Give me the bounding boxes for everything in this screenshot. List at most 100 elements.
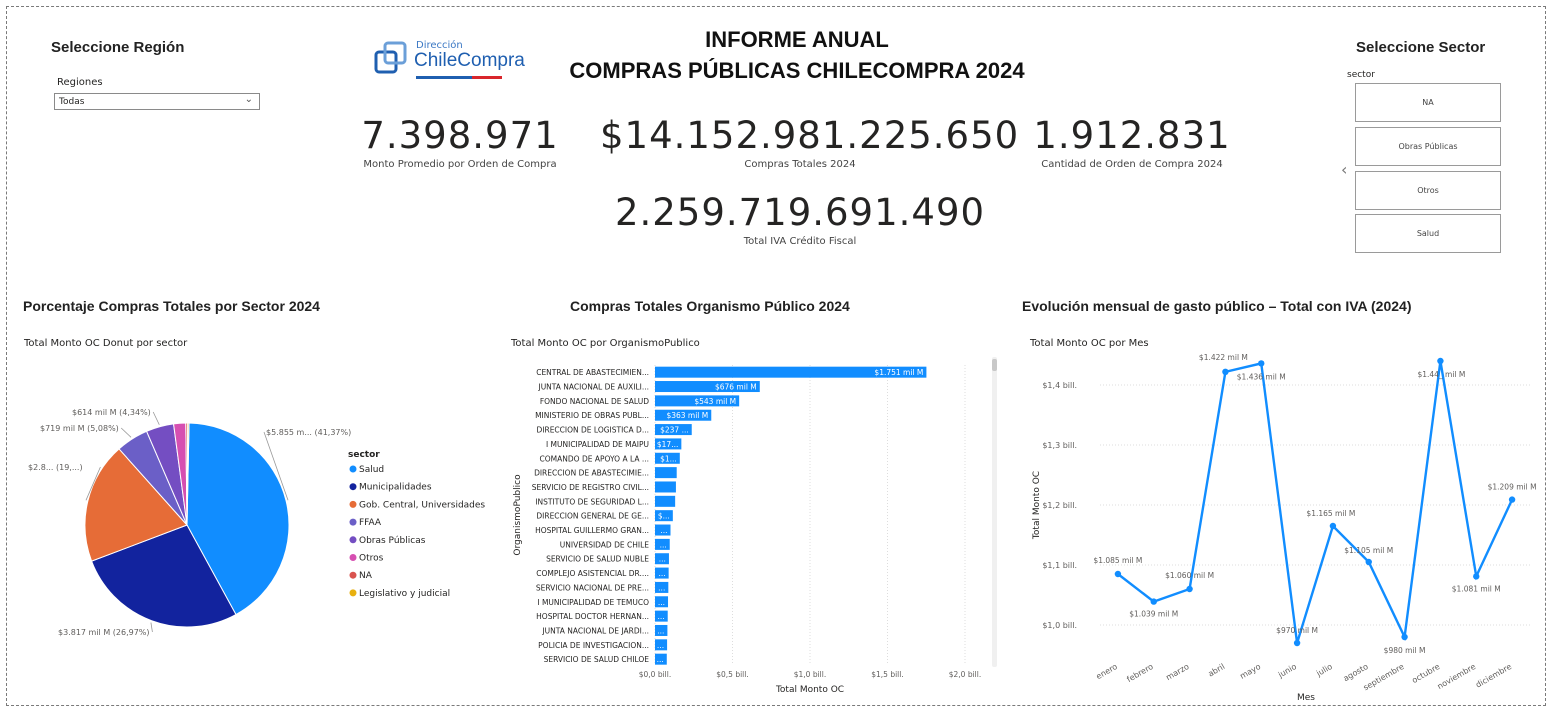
line-x-tick-label: enero bbox=[1095, 662, 1119, 681]
line-point bbox=[1222, 368, 1229, 375]
pie-legend-title: sector bbox=[348, 450, 380, 460]
bar-category-label: SERVICIO NACIONAL DE PRE... bbox=[536, 583, 649, 592]
bar-category-label: COMANDO DE APOYO A LA ... bbox=[540, 454, 649, 463]
pie-slice bbox=[186, 422, 190, 526]
pie-legend-item: Obras Públicas bbox=[359, 536, 426, 546]
bar bbox=[655, 409, 712, 421]
bar-section-title: Compras Totales Organismo Público 2024 bbox=[570, 298, 850, 314]
logo-direccion-text: Dirección bbox=[416, 40, 463, 51]
line-x-tick-label: abril bbox=[1207, 662, 1227, 679]
line-x-tick-label: septiembre bbox=[1362, 662, 1406, 693]
bar-y-axis-title: OrganismoPublico bbox=[513, 474, 523, 556]
bar-category-label: I MUNICIPALIDAD DE MAIPU bbox=[546, 440, 649, 449]
bar bbox=[655, 381, 760, 393]
line-data-label: $980 mil M bbox=[1384, 646, 1426, 655]
bar-x-tick-label: $0,5 bill. bbox=[716, 670, 748, 679]
pie-leader-line bbox=[263, 431, 289, 501]
sector-option-salud[interactable]: Salud bbox=[1355, 214, 1501, 253]
bar bbox=[655, 538, 670, 550]
sector-slicer-label: sector bbox=[1347, 70, 1375, 80]
region-dropdown[interactable]: Todas ⌄ bbox=[54, 93, 260, 110]
line-y-axis-title: Total Monto OC bbox=[1032, 471, 1042, 540]
bar-category-label: MINISTERIO DE OBRAS PUBL... bbox=[535, 411, 649, 420]
bar-x-axis-title: Total Monto OC bbox=[775, 685, 844, 695]
bar bbox=[655, 653, 667, 665]
bar bbox=[655, 366, 927, 378]
line-y-tick-label: $1,3 bill. bbox=[1042, 441, 1077, 450]
line-point bbox=[1401, 633, 1408, 641]
pie-legend-item: Gob. Central, Universidades bbox=[359, 500, 485, 510]
bar-data-label: ... bbox=[660, 526, 667, 535]
line-y-tick-label: $1,4 bill. bbox=[1042, 381, 1077, 390]
line-x-tick-label: agosto bbox=[1342, 662, 1370, 683]
bar-data-label: $237 ... bbox=[660, 426, 689, 435]
bar-category-label: POLICIA DE INVESTIGACION... bbox=[538, 641, 649, 650]
bar-category-label: JUNTA NACIONAL DE JARDI... bbox=[541, 626, 649, 635]
line-data-label: $1.209 mil M bbox=[1488, 483, 1537, 492]
pie-data-label: $5.855 m... (41,37%) bbox=[266, 428, 351, 437]
pie-legend-marker bbox=[349, 483, 357, 491]
pie-leader-line bbox=[85, 466, 101, 501]
bar bbox=[655, 438, 682, 450]
bar-category-label: FONDO NACIONAL DE SALUD bbox=[540, 397, 649, 406]
line-data-label: $1.436 mil M bbox=[1237, 372, 1286, 381]
line-point bbox=[1186, 585, 1193, 593]
bar-category-label: I MUNICIPALIDAD DE TEMUCO bbox=[537, 598, 649, 607]
pie-data-label: $2.8... (19,...) bbox=[28, 463, 83, 472]
bar-data-label: ... bbox=[657, 641, 664, 650]
pie-legend-marker bbox=[349, 500, 357, 508]
bar bbox=[655, 481, 676, 493]
pie-legend-item: Otros bbox=[359, 554, 384, 564]
bar bbox=[655, 624, 668, 636]
report-title-line1: INFORME ANUAL bbox=[705, 27, 889, 52]
pie-legend-marker bbox=[349, 571, 357, 579]
bar-category-label: SERVICIO DE SALUD NUBLE bbox=[546, 555, 649, 564]
bar bbox=[655, 452, 680, 464]
bar-x-tick-label: $1,5 bill. bbox=[871, 670, 903, 679]
bar bbox=[655, 553, 669, 565]
pie-legend-item: NA bbox=[359, 571, 373, 581]
bar-x-tick-label: $2,0 bill. bbox=[949, 670, 981, 679]
line-x-tick-label: mayo bbox=[1238, 662, 1262, 681]
bar-category-label: DIRECCION DE LOGISTICA D... bbox=[537, 426, 650, 435]
line-data-label: $1.039 mil M bbox=[1129, 610, 1178, 619]
bar bbox=[655, 424, 692, 436]
sector-option-obras-publicas[interactable]: Obras Públicas bbox=[1355, 127, 1501, 166]
line-x-tick-label: julio bbox=[1314, 662, 1334, 679]
bar bbox=[655, 467, 677, 479]
bar-data-label: ... bbox=[658, 598, 665, 607]
line-x-tick-label: noviembre bbox=[1436, 662, 1478, 691]
bar-data-label: ... bbox=[658, 612, 665, 621]
line-data-label: $970 mil M bbox=[1276, 626, 1318, 635]
bar-x-tick-label: $1,0 bill. bbox=[794, 670, 826, 679]
chevron-left-icon[interactable]: ‹ bbox=[1341, 160, 1348, 179]
kpi-avg-value: 7.398.971 bbox=[361, 114, 559, 157]
sector-option-na[interactable]: NA bbox=[1355, 83, 1501, 122]
line-point bbox=[1365, 558, 1372, 566]
kpi-avg-label: Monto Promedio por Orden de Compra bbox=[363, 159, 557, 170]
region-dropdown-value: Todas bbox=[59, 97, 85, 107]
region-slicer-label: Regiones bbox=[57, 77, 103, 88]
line-y-tick-label: $1,2 bill. bbox=[1042, 501, 1077, 510]
region-slicer-title: Seleccione Región bbox=[51, 39, 185, 56]
pie-data-label: $719 mil M (5,08%) bbox=[40, 424, 119, 433]
sector-option-otros[interactable]: Otros bbox=[1355, 171, 1501, 210]
bar-data-label: $676 mil M bbox=[715, 383, 757, 392]
sector-slicer-title: Seleccione Sector bbox=[1356, 39, 1486, 56]
line-data-label: $1.060 mil M bbox=[1165, 571, 1214, 580]
bar-x-tick-label: $0,0 bill. bbox=[639, 670, 671, 679]
bar-scrollbar-thumb bbox=[992, 359, 997, 371]
line-y-tick-label: $1,1 bill. bbox=[1042, 561, 1077, 570]
bar-data-label: ... bbox=[658, 569, 665, 578]
line-x-axis-title: Mes bbox=[1297, 693, 1315, 703]
pie-leader-line bbox=[150, 622, 153, 633]
chevron-down-icon: ⌄ bbox=[244, 94, 253, 105]
line-point bbox=[1329, 522, 1337, 530]
line-point bbox=[1293, 639, 1301, 647]
bar bbox=[655, 395, 740, 407]
bar-chart-subtitle: Total Monto OC por OrganismoPublico bbox=[511, 338, 700, 349]
bar-category-label: DIRECCION DE ABASTECIMIE... bbox=[534, 469, 649, 478]
pie-section-title: Porcentaje Compras Totales por Sector 20… bbox=[23, 298, 320, 314]
kpi-count-value: 1.912.831 bbox=[1033, 114, 1231, 157]
bar bbox=[655, 610, 668, 622]
